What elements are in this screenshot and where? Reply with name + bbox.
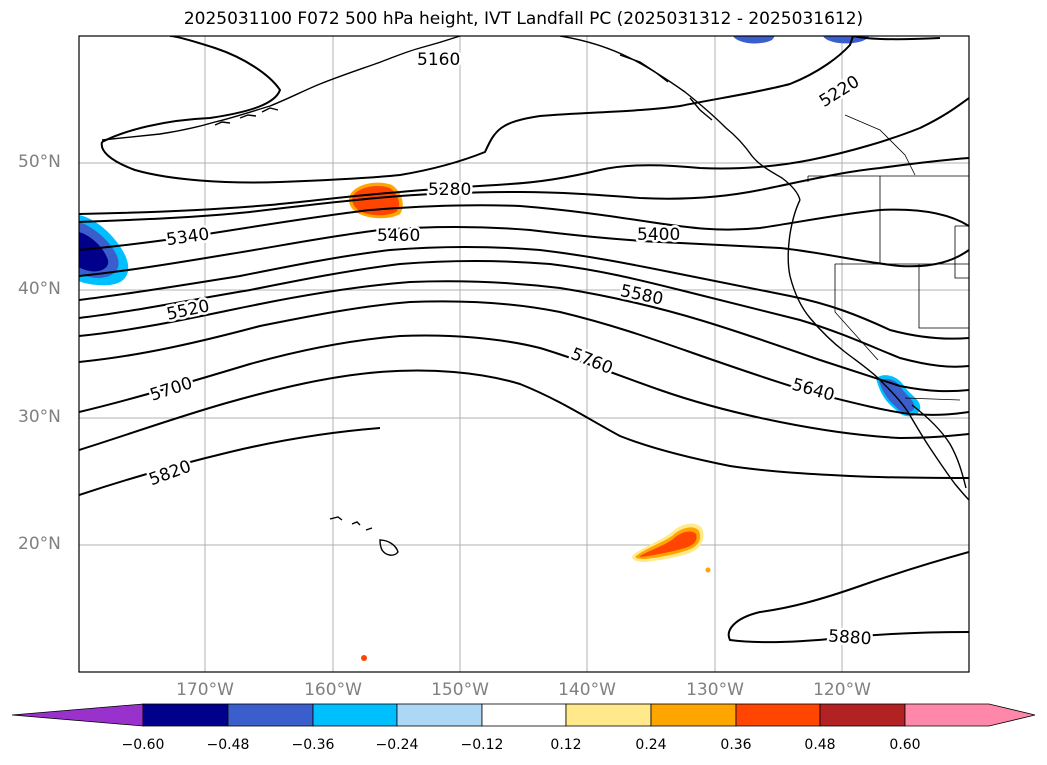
contour-label-5400: 5400 [637,225,680,245]
colorbar-tick-label: −0.60 [121,737,165,753]
lon-label-130w: 130°W [686,680,744,700]
ivt-shading [79,36,921,661]
contour-label-5700: 5700 [148,373,195,405]
colorbar [11,703,1036,727]
colorbar-extend-low [11,703,144,727]
contour-label-5640: 5640 [790,375,837,406]
colorbar-tick-label: 0.48 [804,737,836,753]
contour-label-5820: 5820 [146,457,193,491]
contour-label-5880: 5880 [828,626,873,649]
colorbar-tick-label: −0.24 [375,737,419,753]
lat-label-40n: 40°N [18,279,61,299]
lon-label-140w: 140°W [558,680,616,700]
lon-label-120w: 120°W [813,680,871,700]
lat-label-20n: 20°N [18,534,61,554]
contour-label-5340: 5340 [165,224,211,250]
colorbar-tick-label: 0.60 [889,737,921,753]
lat-label-30n: 30°N [18,407,61,427]
map-area: 5160 5220 5280 5340 5400 5460 5520 5580 … [79,36,969,672]
graticule [79,36,969,672]
colorbar-extend-high [904,703,1036,727]
height-contours [79,36,969,644]
map-title: 2025031100 F072 500 hPa height, IVT Land… [183,9,864,29]
contour-label-5460: 5460 [377,226,420,246]
colorbar-tick-label: −0.36 [291,737,335,753]
contour-label-5760: 5760 [568,344,616,379]
colorbar-tick-label: −0.12 [460,737,504,753]
contour-label-5160: 5160 [417,50,460,70]
contour-label-5520: 5520 [165,296,211,325]
borders [807,114,969,401]
contour-label-5280: 5280 [428,180,471,200]
colorbar-tick-label: −0.48 [206,737,250,753]
coastlines [101,36,969,556]
lon-label-170w: 170°W [176,680,234,700]
colorbar-tick-label: 0.24 [635,737,667,753]
lon-label-150w: 150°W [431,680,489,700]
lat-label-50n: 50°N [18,152,61,172]
colorbar-tick-label: 0.12 [550,737,582,753]
contour-label-5220: 5220 [816,72,863,112]
lon-label-160w: 160°W [304,680,362,700]
contour-label-group: 5160 5220 5280 5340 5400 5460 5520 5580 … [144,48,875,652]
colorbar-tick-label: 0.36 [720,737,752,753]
map-frame [78,35,970,673]
